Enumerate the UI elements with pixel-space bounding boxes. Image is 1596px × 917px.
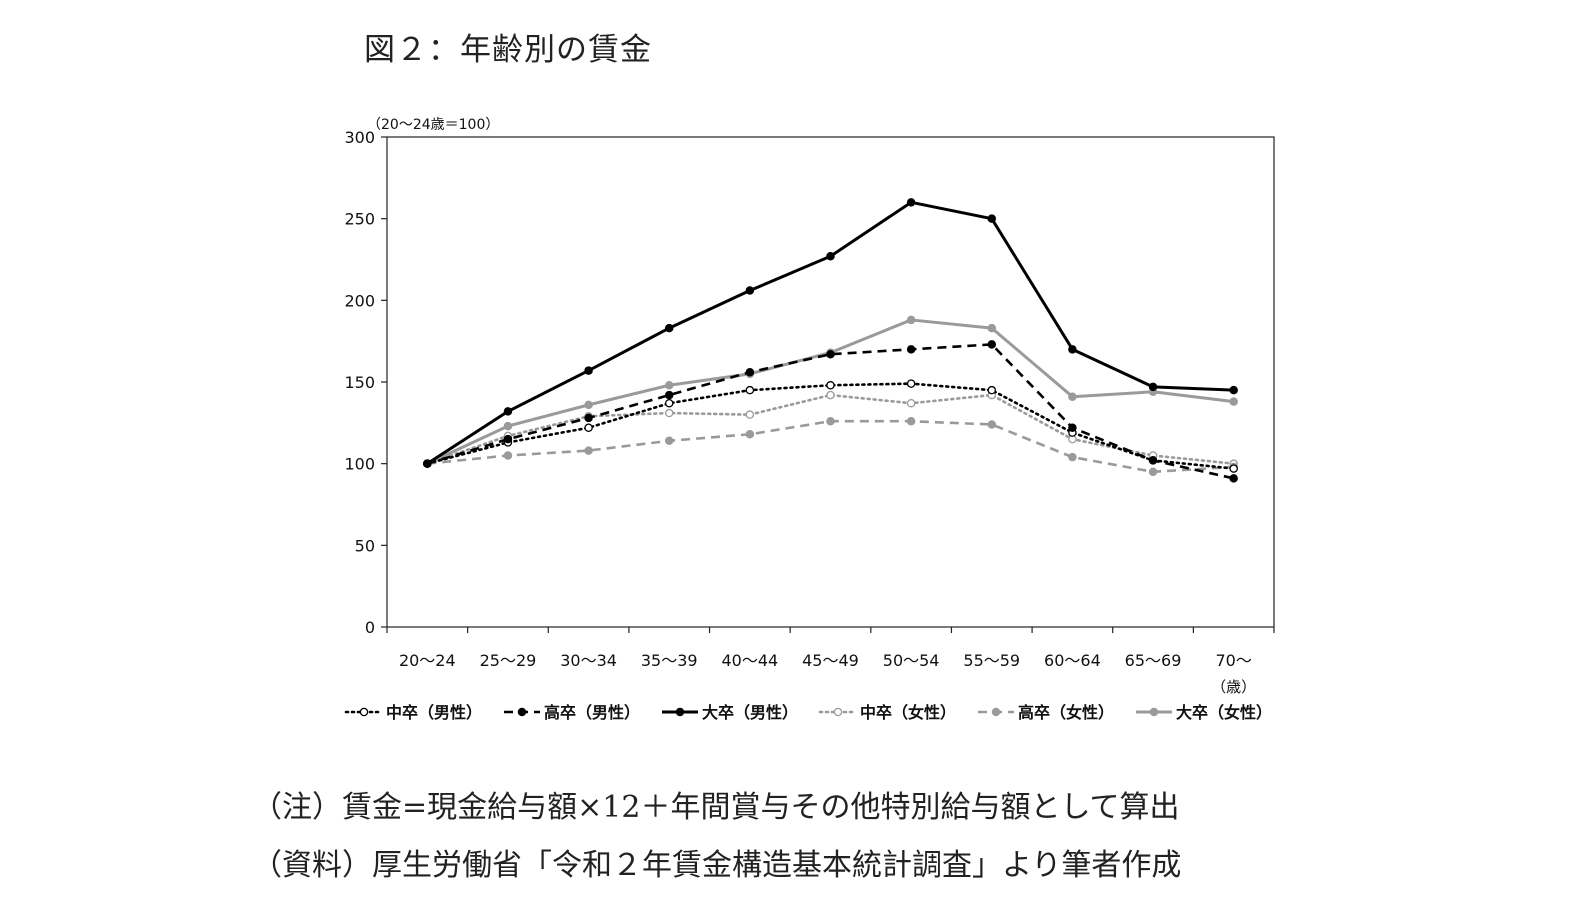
series-line xyxy=(426,343,1234,480)
data-point xyxy=(584,446,593,455)
y-unit-label: （20〜24歳＝100） xyxy=(367,117,499,133)
data-point xyxy=(906,398,916,408)
chart-source: （資料）厚生労働省「令和２年賃金構造基本統計調査」より筆者作成 xyxy=(252,848,1182,883)
y-tick-label: 150 xyxy=(344,373,375,392)
data-point xyxy=(987,323,997,333)
data-point xyxy=(584,423,593,432)
legend-label: 大卒（女性） xyxy=(1176,703,1272,722)
legend-marker xyxy=(833,707,843,717)
data-point xyxy=(826,416,835,426)
data-point xyxy=(1148,382,1158,392)
data-point xyxy=(745,410,755,419)
data-point xyxy=(906,315,916,325)
figure-title: 図２：年齢別の賃金 xyxy=(364,32,652,68)
data-point xyxy=(826,251,835,261)
x-tick-label: 55〜59 xyxy=(963,651,1020,670)
data-point xyxy=(906,345,916,354)
chart-note: （注）賃金=現金給与額×12＋年間賞与その他特別給与額として算出 xyxy=(252,790,1180,825)
data-point xyxy=(1148,456,1158,465)
data-point xyxy=(1068,345,1077,354)
data-point xyxy=(906,416,916,426)
legend-label: 大卒（男性） xyxy=(702,703,798,722)
x-tick-label: 70〜 xyxy=(1215,651,1251,670)
data-point xyxy=(1229,474,1238,483)
data-point xyxy=(664,398,674,408)
data-point xyxy=(987,214,997,223)
y-tick-label: 300 xyxy=(344,128,375,147)
x-tick-label: 65〜69 xyxy=(1125,651,1182,670)
data-point xyxy=(987,385,997,395)
legend-label: 高卒（男性） xyxy=(544,703,640,722)
legend-label: 中卒（男性） xyxy=(386,703,482,722)
y-tick-label: 100 xyxy=(344,455,375,474)
x-tick-label: 60〜64 xyxy=(1044,651,1101,670)
x-tick-label: 45〜49 xyxy=(802,651,859,670)
data-point xyxy=(1229,385,1238,395)
legend-marker xyxy=(991,707,1001,717)
data-point xyxy=(584,413,593,423)
data-point xyxy=(745,286,755,295)
data-point xyxy=(664,381,674,390)
data-point xyxy=(664,436,674,446)
data-point xyxy=(745,430,755,439)
data-point xyxy=(826,381,835,390)
y-tick-label: 250 xyxy=(344,210,375,229)
x-tick-label: 30〜34 xyxy=(560,651,617,670)
data-point xyxy=(664,323,674,333)
data-point xyxy=(1068,423,1077,432)
data-point xyxy=(745,385,755,395)
legend-marker xyxy=(1149,707,1159,717)
chart-legend: 中卒（男性） 高卒（男性） 大卒（男性） 中卒（女性） 高卒（女性） 大卒（女性） xyxy=(344,703,1272,722)
data-point xyxy=(745,367,755,377)
data-point xyxy=(1148,467,1158,477)
chart-series xyxy=(423,198,1238,483)
data-point xyxy=(664,390,674,400)
data-point xyxy=(906,379,916,388)
legend-marker xyxy=(675,707,685,717)
data-point xyxy=(987,340,997,349)
data-point xyxy=(584,366,593,375)
legend-marker xyxy=(517,707,527,717)
x-unit-label: （歳） xyxy=(1211,678,1256,696)
data-point xyxy=(664,408,674,418)
series-line xyxy=(426,382,1235,470)
y-tick-label: 200 xyxy=(344,291,375,310)
y-tick-label: 50 xyxy=(355,536,375,555)
data-point xyxy=(503,434,513,444)
data-point xyxy=(503,407,513,416)
x-tick-label: 25〜29 xyxy=(480,651,537,670)
data-point xyxy=(826,390,835,400)
data-point xyxy=(423,459,432,468)
chart-axes: 0 50 100 150 200 250 300（20〜24歳＝100） 20〜24 25〜29… xyxy=(344,117,1275,696)
data-point xyxy=(584,400,593,410)
data-point xyxy=(987,420,997,429)
x-tick-label: 20〜24 xyxy=(399,651,456,670)
x-tick-label: 40〜44 xyxy=(721,651,778,670)
x-tick-label: 50〜54 xyxy=(883,651,940,670)
data-point xyxy=(503,421,513,431)
data-point xyxy=(1068,392,1077,401)
data-point xyxy=(906,198,916,207)
data-point xyxy=(503,451,513,460)
legend-label: 高卒（女性） xyxy=(1018,703,1114,722)
data-point xyxy=(1068,452,1077,462)
legend-label: 中卒（女性） xyxy=(860,703,956,722)
x-tick-label: 35〜39 xyxy=(641,651,698,670)
series-line xyxy=(426,393,1235,465)
y-tick-label: 0 xyxy=(365,618,375,637)
data-point xyxy=(826,349,835,359)
legend-marker xyxy=(359,707,369,717)
data-point xyxy=(1229,397,1238,406)
data-point xyxy=(1229,464,1238,473)
